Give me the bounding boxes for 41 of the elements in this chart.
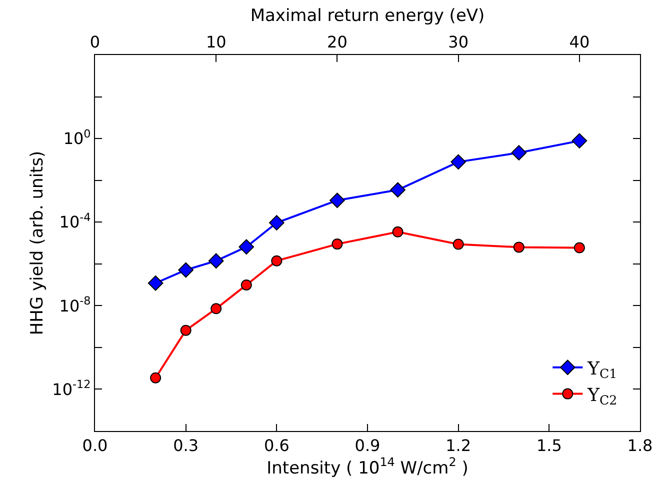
point [513,242,524,253]
point [452,238,464,250]
y-tick-label: 10$^{-4}$ [59,210,91,232]
point [511,145,527,160]
x2-tick-label: 20 [327,32,348,52]
x-tick-label: 0.9 [354,436,380,456]
y-tick-label: 10$^{-8}$ [59,294,91,316]
legend-label: Y$_{C2}$ [586,384,618,408]
point [208,253,224,268]
x-tick-label: 1.5 [536,436,562,456]
point [238,239,254,255]
x2-tick-label: 0 [90,32,100,52]
x2-tick-label: 40 [569,32,590,52]
point [148,275,164,291]
point [180,324,192,336]
point [178,262,194,278]
y-axis-title: HHG yield (arb. units) [28,150,48,336]
point [269,215,284,230]
x2-tick-label: 10 [206,32,226,52]
point [392,226,404,238]
x-tick-label: 1.2 [446,436,472,456]
point [150,372,162,384]
x-tick-label: 0.6 [264,436,290,456]
y-tick-label: 10$^{0}$ [63,127,91,148]
x-tick-label: 1.8 [627,436,653,456]
point [390,182,406,198]
x-axis-title: Intensity ( 10$^{14}$ W/cm$^{2}$ ) [266,455,468,478]
point [572,133,588,148]
x2-axis-title: Maximal return energy (eV) [250,6,485,26]
point [330,192,345,208]
x2-tick-label: 30 [448,32,469,52]
x-tick-label: 0.0 [82,436,108,456]
legend-label: Y$_{C1}$ [586,358,618,382]
y-tick-label: 10$^{-12}$ [52,378,91,399]
x-tick-label: 0.3 [173,436,199,456]
point [210,303,222,314]
point [574,242,585,254]
point [271,255,282,266]
point [240,279,252,290]
point [450,154,466,170]
point [332,238,343,250]
